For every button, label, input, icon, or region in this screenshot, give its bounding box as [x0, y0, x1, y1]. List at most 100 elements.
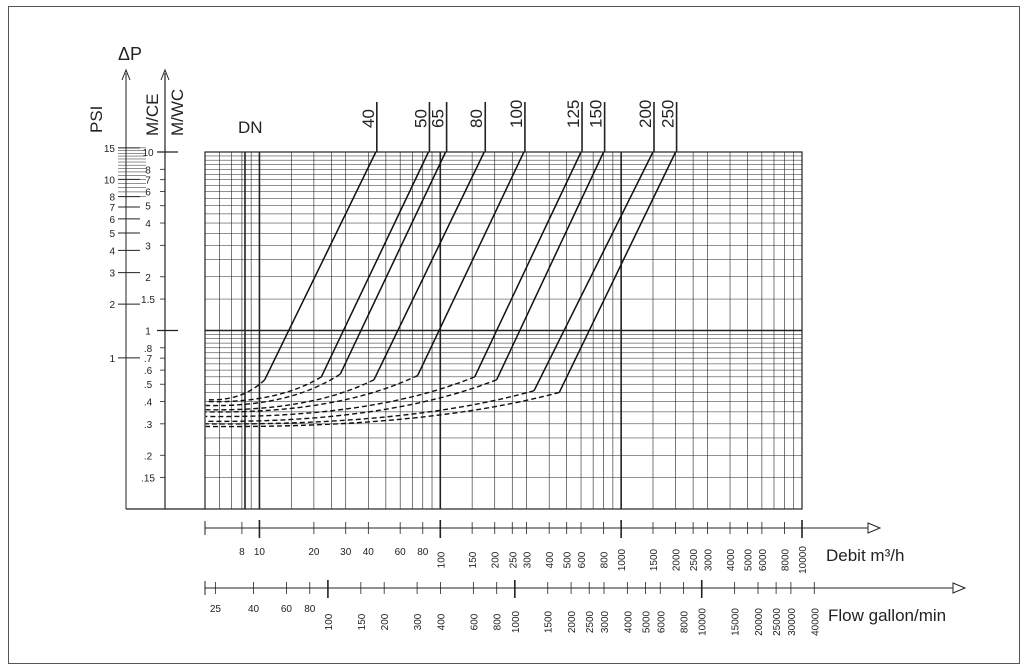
debit-tick-label: 6000 — [758, 548, 769, 571]
debit-tick-label: 1000 — [617, 548, 628, 571]
dn-series-dashed-curve — [205, 379, 497, 423]
dn-series-label: 250 — [659, 100, 678, 128]
debit-tick-label: 10000 — [798, 546, 809, 574]
gallon-axis-label: Flow gallon/min — [828, 606, 946, 625]
debit-tick-label: 250 — [508, 551, 519, 568]
gallon-tick-label: 1500 — [544, 610, 555, 633]
dn-series-solid-line — [320, 151, 430, 378]
mce-axis-label: M/CE — [143, 94, 162, 137]
debit-tick-label: 800 — [600, 551, 611, 568]
dn-series-solid-line — [533, 151, 654, 392]
gallon-tick-label: 30000 — [787, 608, 798, 636]
mce-tick-label: .8 — [144, 344, 153, 355]
psi-tick-label: 7 — [109, 203, 115, 214]
dn-series-solid-line — [339, 151, 447, 375]
dn-series-label: 100 — [507, 100, 526, 128]
grid — [205, 151, 803, 510]
mce-tick-label: 10 — [142, 148, 154, 159]
psi-tick-label: 3 — [109, 269, 115, 280]
delta-p-label: ΔP — [118, 44, 142, 64]
dn-series-solid-line — [264, 151, 377, 381]
dn-series-dashed-curve — [205, 376, 475, 418]
gallon-tick-label: 60 — [281, 604, 293, 615]
psi-tick-label: 8 — [109, 193, 115, 204]
psi-tick-label: 15 — [104, 144, 116, 155]
psi-tick-label: 1 — [109, 354, 115, 365]
psi-axis-label: PSI — [87, 106, 106, 133]
mce-tick-label: 7 — [145, 176, 151, 187]
debit-tick-label: 600 — [577, 551, 588, 568]
mce-tick-label: .4 — [144, 398, 153, 409]
mce-tick-label: 8 — [145, 165, 151, 176]
debit-tick-label: 150 — [468, 551, 479, 568]
debit-tick-label: 80 — [417, 547, 429, 558]
debit-axis-arrow — [867, 522, 882, 534]
dn-series-solid-line — [495, 151, 605, 381]
debit-tick-label: 2000 — [672, 548, 683, 571]
dn-series-label: 150 — [587, 100, 606, 128]
debit-tick-label: 3000 — [703, 548, 714, 571]
gallon-tick-label: 4000 — [623, 610, 634, 633]
dn-series-solid-line — [373, 151, 485, 381]
mce-tick-label: 2 — [145, 273, 151, 284]
psi-tick-label: 5 — [109, 229, 115, 240]
dn-series-solid-line — [558, 151, 677, 393]
debit-tick-label: 500 — [563, 551, 574, 568]
gallon-tick-label: 25 — [210, 604, 222, 615]
mce-tick-label: .2 — [144, 451, 153, 462]
gallon-tick-label: 3000 — [600, 610, 611, 633]
mce-tick-label: 6 — [145, 188, 151, 199]
psi-tick-label: 6 — [109, 215, 115, 226]
gallon-tick-label: 8000 — [680, 610, 691, 633]
dn-series-dashed-curve — [205, 379, 266, 401]
dn-series-dashed-curve — [205, 376, 322, 403]
psi-tick-label: 2 — [109, 300, 115, 311]
mce-tick-label: 1 — [145, 327, 151, 338]
gallon-tick-label: 300 — [413, 613, 424, 630]
figure-frame — [8, 6, 1020, 664]
debit-tick-label: 10 — [254, 547, 266, 558]
gallon-tick-label: 6000 — [656, 610, 667, 633]
gallon-tick-label: 600 — [469, 613, 480, 630]
gallon-tick-label: 2500 — [585, 610, 596, 633]
mce-tick-label: 5 — [145, 202, 151, 213]
mce-tick-label: 3 — [145, 241, 151, 252]
debit-tick-label: 300 — [523, 551, 534, 568]
psi-axis-arrow — [121, 68, 131, 81]
gallon-tick-label: 100 — [324, 613, 335, 630]
gallon-tick-label: 2000 — [567, 610, 578, 633]
debit-tick-label: 2500 — [689, 548, 700, 571]
gallon-tick-label: 200 — [380, 613, 391, 630]
dn-series-dashed-curve — [205, 390, 535, 425]
gallon-tick-label: 150 — [357, 613, 368, 630]
mce-tick-label: .15 — [141, 474, 155, 485]
debit-tick-label: 4000 — [726, 548, 737, 571]
mce-tick-label: .5 — [144, 380, 153, 391]
dn-series-label: 125 — [564, 100, 583, 128]
gallon-tick-label: 40000 — [810, 608, 821, 636]
debit-tick-label: 30 — [340, 547, 352, 558]
gallon-tick-label: 10000 — [698, 608, 709, 636]
dn-series-dashed-curve — [205, 391, 560, 428]
dn-label: DN — [238, 118, 263, 137]
dn-series-label: 200 — [636, 100, 655, 128]
gallon-tick-label: 400 — [436, 613, 447, 630]
dn-series-label: 80 — [467, 109, 486, 128]
dn-series-solid-line — [474, 151, 582, 378]
mce-tick-label: .7 — [144, 354, 153, 365]
mwc-axis-arrow — [160, 68, 170, 81]
gallon-tick-label: 80 — [304, 604, 316, 615]
debit-tick-label: 200 — [491, 551, 502, 568]
psi-tick-label: 10 — [104, 175, 116, 186]
dn-series-label: 65 — [429, 109, 448, 128]
gallon-tick-label: 800 — [493, 613, 504, 630]
gallon-axis-arrow — [952, 582, 967, 594]
debit-tick-label: 40 — [363, 547, 375, 558]
dn-series-label: 50 — [411, 109, 430, 128]
dn-series-dashed-curve — [205, 379, 375, 411]
dn-series-dashed-curve — [205, 373, 341, 407]
gallon-tick-label: 1000 — [511, 610, 522, 633]
gallon-tick-label: 5000 — [641, 610, 652, 633]
debit-tick-label: 8000 — [780, 548, 791, 571]
